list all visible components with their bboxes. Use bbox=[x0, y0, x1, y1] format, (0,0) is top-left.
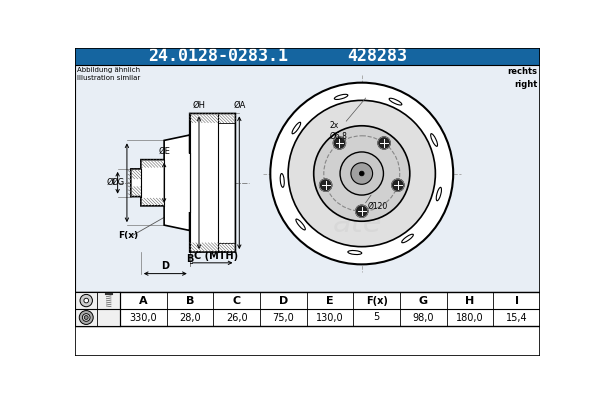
Text: Abbildung ähnlich
Illustration similar: Abbildung ähnlich Illustration similar bbox=[77, 67, 140, 81]
Text: B: B bbox=[186, 254, 193, 264]
Bar bbox=[75, 48, 540, 65]
Ellipse shape bbox=[436, 187, 442, 201]
Text: 130,0: 130,0 bbox=[316, 312, 344, 322]
Text: D: D bbox=[278, 296, 288, 306]
Text: C: C bbox=[233, 296, 241, 306]
Circle shape bbox=[79, 310, 93, 324]
Text: 428283: 428283 bbox=[347, 48, 407, 66]
Bar bbox=[75, 65, 540, 292]
Text: A: A bbox=[139, 296, 148, 306]
Circle shape bbox=[288, 100, 436, 247]
Circle shape bbox=[319, 179, 332, 191]
Text: 180,0: 180,0 bbox=[456, 312, 484, 322]
Text: F(x): F(x) bbox=[118, 231, 139, 240]
Circle shape bbox=[314, 126, 410, 221]
Circle shape bbox=[271, 83, 453, 264]
Circle shape bbox=[378, 137, 390, 149]
Ellipse shape bbox=[280, 174, 284, 187]
Text: 26,0: 26,0 bbox=[226, 312, 247, 322]
Text: G: G bbox=[419, 296, 428, 306]
Circle shape bbox=[351, 163, 373, 184]
Text: Ø120: Ø120 bbox=[368, 201, 388, 210]
Ellipse shape bbox=[431, 134, 437, 146]
Text: C (MTH): C (MTH) bbox=[194, 250, 238, 260]
Text: ØE: ØE bbox=[158, 147, 170, 156]
Bar bbox=[75, 292, 120, 326]
Polygon shape bbox=[131, 114, 235, 252]
Text: 28,0: 28,0 bbox=[179, 312, 201, 322]
Text: D: D bbox=[161, 261, 169, 271]
Text: 24.0128-0283.1: 24.0128-0283.1 bbox=[148, 48, 289, 66]
Ellipse shape bbox=[334, 94, 348, 100]
Text: I: I bbox=[515, 296, 518, 306]
Circle shape bbox=[340, 152, 383, 195]
Circle shape bbox=[82, 314, 90, 321]
Text: H: H bbox=[466, 296, 475, 306]
Text: ØI: ØI bbox=[106, 178, 115, 187]
Text: ØG: ØG bbox=[112, 178, 125, 187]
Circle shape bbox=[84, 316, 88, 320]
Ellipse shape bbox=[389, 98, 402, 105]
Ellipse shape bbox=[348, 250, 362, 254]
Text: F(x): F(x) bbox=[366, 296, 388, 306]
Text: E: E bbox=[326, 296, 334, 306]
Text: 330,0: 330,0 bbox=[130, 312, 157, 322]
Ellipse shape bbox=[402, 234, 413, 243]
Bar bbox=[75, 292, 540, 326]
Ellipse shape bbox=[296, 219, 305, 230]
Text: 98,0: 98,0 bbox=[413, 312, 434, 322]
Circle shape bbox=[333, 137, 346, 149]
Text: B: B bbox=[186, 296, 194, 306]
Circle shape bbox=[356, 205, 368, 218]
Text: 15,4: 15,4 bbox=[506, 312, 527, 322]
Ellipse shape bbox=[292, 122, 301, 134]
Text: rechts
right: rechts right bbox=[508, 67, 538, 89]
Text: ØH: ØH bbox=[193, 101, 205, 110]
Text: ate: ate bbox=[333, 209, 383, 238]
Circle shape bbox=[80, 294, 92, 307]
Text: 5: 5 bbox=[374, 312, 380, 322]
Circle shape bbox=[84, 298, 89, 303]
Circle shape bbox=[392, 179, 404, 191]
Circle shape bbox=[359, 171, 364, 176]
Text: 75,0: 75,0 bbox=[272, 312, 294, 322]
Text: ØA: ØA bbox=[233, 101, 245, 110]
Text: 2x
Ø6,8: 2x Ø6,8 bbox=[329, 121, 347, 141]
